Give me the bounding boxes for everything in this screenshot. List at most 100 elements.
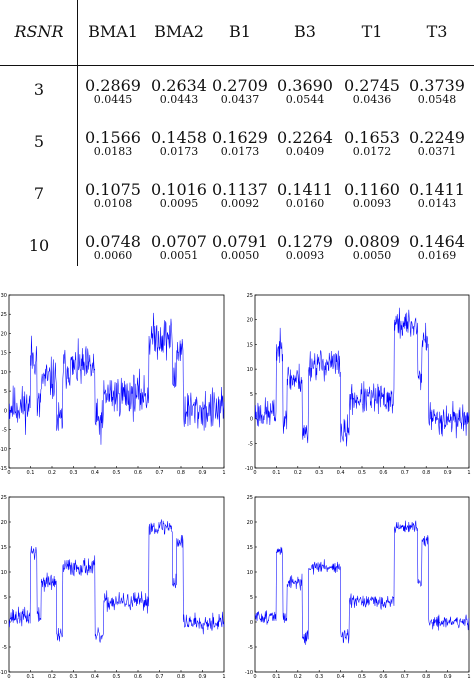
rsnr-value: 3 — [33, 80, 45, 99]
method-header-b3: B3 — [294, 22, 316, 41]
mean-value: 0.1137 — [212, 180, 268, 199]
table-cell: 0.1137 0.0092 — [207, 180, 273, 210]
std-value: 0.0548 — [417, 93, 457, 106]
x-tick-label: 0.2 — [48, 674, 56, 678]
std-value: 0.0436 — [352, 93, 392, 106]
table-cell: 0.1016 0.0095 — [146, 182, 212, 210]
table-cell: 0.1160 0.0093 — [339, 180, 405, 210]
x-tick-label: 0 — [7, 674, 10, 678]
table-cell: 0.0748 0.0060 — [80, 234, 146, 262]
mean-value: 0.1458 — [151, 128, 207, 147]
y-tick-label: -5 — [248, 645, 253, 651]
table-cell: 0.1279 0.0093 — [272, 232, 338, 262]
std-value: 0.0443 — [159, 93, 199, 106]
y-tick-label: -10 — [245, 466, 253, 472]
x-tick-label: 0.1 — [272, 674, 280, 678]
x-tick-label: 1 — [467, 470, 470, 476]
table-cell: 0.1075 0.0108 — [80, 182, 146, 210]
x-tick-label: 1 — [467, 674, 470, 678]
x-tick-label: 0.1 — [27, 674, 35, 678]
std-value: 0.0060 — [93, 249, 133, 262]
method-header-b1: B1 — [229, 22, 251, 41]
std-value: 0.0437 — [220, 93, 260, 106]
rsnr-value: 7 — [33, 184, 45, 203]
method-header-bma2: BMA2 — [154, 22, 204, 41]
mean-value: 0.0707 — [151, 232, 207, 251]
mean-value: 0.1629 — [212, 128, 268, 147]
y-tick-label: 20 — [1, 331, 7, 337]
x-tick-label: 0.4 — [91, 470, 99, 476]
y-tick-label: 25 — [247, 495, 253, 501]
std-value: 0.0172 — [352, 145, 392, 158]
x-tick-label: 0.1 — [27, 470, 35, 476]
table-cell: 0.1566 0.0183 — [80, 130, 146, 158]
signal-plots: 302520151050-5-10-1500.10.20.30.40.50.60… — [0, 287, 474, 680]
std-value: 0.0544 — [285, 93, 325, 106]
y-tick-label: -10 — [0, 447, 7, 453]
mean-value: 0.1279 — [277, 232, 333, 251]
mean-value: 0.1160 — [344, 180, 400, 199]
table-vertical-rule — [77, 0, 79, 266]
x-tick-label: 0.2 — [294, 674, 302, 678]
x-tick-label: 0.7 — [401, 470, 409, 476]
table-horizontal-rule — [0, 65, 474, 67]
mean-value: 0.2634 — [151, 76, 207, 95]
table-cell: 0.1411 0.0143 — [404, 180, 470, 210]
std-value: 0.0445 — [93, 93, 133, 106]
x-tick-label: 0.3 — [70, 674, 78, 678]
y-tick-label: -15 — [0, 466, 7, 472]
x-tick-label: 0.3 — [315, 470, 323, 476]
x-tick-label: 0.7 — [401, 674, 409, 678]
std-value: 0.0050 — [352, 249, 392, 262]
y-tick-label: 20 — [247, 520, 253, 526]
y-tick-label: 5 — [250, 392, 253, 398]
x-tick-label: 0.4 — [337, 470, 345, 476]
x-tick-label: 0.5 — [358, 470, 366, 476]
std-value: 0.0183 — [93, 145, 133, 158]
y-tick-label: 5 — [4, 389, 7, 395]
mean-value: 0.0809 — [344, 232, 400, 251]
mean-value: 0.1411 — [277, 180, 333, 199]
y-tick-label: 25 — [1, 495, 7, 501]
x-tick-label: 0.9 — [199, 674, 207, 678]
x-tick-label: 0.2 — [48, 470, 56, 476]
signal-line — [8, 312, 225, 445]
mean-value: 0.3739 — [409, 76, 465, 95]
y-tick-label: 15 — [247, 342, 253, 348]
x-tick-label: 0.6 — [379, 470, 387, 476]
std-value: 0.0092 — [220, 197, 260, 210]
y-tick-label: 5 — [4, 595, 7, 601]
y-tick-label: 15 — [1, 351, 7, 357]
x-tick-label: 0.7 — [156, 674, 164, 678]
x-tick-label: 0.9 — [444, 470, 452, 476]
y-tick-label: 0 — [4, 408, 7, 414]
mean-value: 0.2264 — [277, 128, 333, 147]
mean-value: 0.3690 — [277, 76, 333, 95]
mean-value: 0.2869 — [85, 76, 141, 95]
x-tick-label: 0.6 — [134, 674, 142, 678]
std-value: 0.0173 — [220, 145, 260, 158]
std-value: 0.0050 — [220, 249, 260, 262]
y-tick-label: 10 — [247, 570, 253, 576]
x-tick-label: 0 — [7, 470, 10, 476]
x-tick-label: 0.9 — [199, 470, 207, 476]
method-header-t1: T1 — [361, 22, 383, 41]
std-value: 0.0051 — [159, 249, 199, 262]
plot-panel-bottom-left: 2520151050-5-1000.10.20.30.40.50.60.70.8… — [0, 495, 226, 680]
x-tick-label: 0.8 — [177, 470, 185, 476]
x-tick-label: 0 — [253, 470, 256, 476]
plot-canvas: 302520151050-5-10-1500.10.20.30.40.50.60… — [0, 293, 471, 680]
x-tick-label: 0.6 — [134, 470, 142, 476]
table-cell: 0.2249 0.0371 — [404, 130, 470, 158]
y-tick-label: 15 — [1, 545, 7, 551]
x-tick-label: 0.8 — [177, 674, 185, 678]
y-tick-label: 10 — [1, 370, 7, 376]
x-tick-label: 0.8 — [422, 674, 430, 678]
std-value: 0.0371 — [417, 145, 457, 158]
rsnr-value: 5 — [33, 132, 45, 151]
std-value: 0.0095 — [159, 197, 199, 210]
method-header-t3: T3 — [426, 22, 448, 41]
x-tick-label: 0.5 — [113, 470, 121, 476]
mean-value: 0.1411 — [409, 180, 465, 199]
